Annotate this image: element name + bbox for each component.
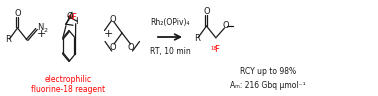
Text: O: O	[203, 7, 210, 15]
Text: O: O	[128, 43, 135, 53]
Text: F: F	[215, 45, 220, 54]
Text: I: I	[75, 17, 77, 26]
Text: RT, 10 min: RT, 10 min	[150, 46, 191, 55]
Text: Rh₂(OPiv)₄: Rh₂(OPiv)₄	[150, 17, 190, 26]
Text: O: O	[67, 12, 73, 21]
Text: 18: 18	[211, 46, 217, 50]
Text: 2: 2	[43, 27, 48, 33]
Text: O: O	[110, 43, 116, 53]
Text: F: F	[71, 13, 76, 22]
Text: R: R	[5, 36, 11, 45]
Text: electrophilic: electrophilic	[45, 74, 91, 84]
Text: O: O	[14, 9, 21, 18]
Text: +: +	[37, 29, 46, 39]
Text: 18: 18	[68, 15, 75, 20]
Text: N: N	[37, 23, 44, 32]
Text: +: +	[104, 29, 113, 39]
Text: Aₘ: 216 Gbq μmol⁻¹: Aₘ: 216 Gbq μmol⁻¹	[230, 82, 306, 91]
Text: RCY up to 98%: RCY up to 98%	[240, 67, 296, 75]
Text: O: O	[109, 15, 116, 24]
Text: O: O	[222, 21, 229, 30]
Text: fluorine-18 reagent: fluorine-18 reagent	[31, 86, 105, 94]
Text: R: R	[194, 34, 200, 43]
